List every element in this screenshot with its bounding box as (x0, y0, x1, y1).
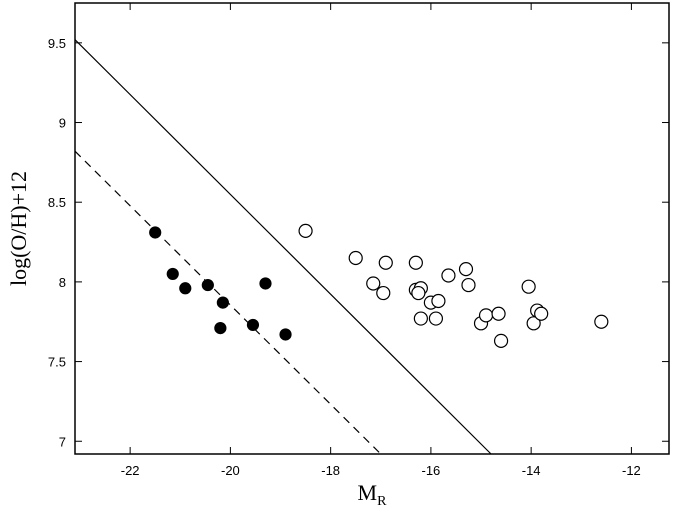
x-tick-label: -16 (422, 463, 441, 478)
filled-data-point (166, 267, 179, 281)
open-data-point (458, 262, 474, 277)
x-tick-label: -12 (622, 463, 641, 478)
solid-reference-line (74, 39, 492, 455)
x-axis-title-main: M (358, 480, 378, 505)
open-data-point (431, 293, 446, 309)
open-data-point (461, 277, 476, 293)
y-tick-label: 8.5 (48, 195, 66, 210)
x-tick-label: -20 (221, 463, 240, 478)
open-data-point (428, 311, 444, 326)
open-data-point (298, 223, 313, 238)
y-tick-label: 7.5 (48, 355, 66, 370)
open-data-point (478, 308, 494, 323)
filled-data-point (201, 278, 214, 292)
open-data-point (411, 285, 426, 301)
plot-frame (74, 2, 670, 455)
open-data-point (441, 268, 456, 283)
y-axis-title: log(O/H)+12 (6, 171, 31, 286)
filled-data-point (214, 322, 227, 335)
open-data-point (534, 306, 549, 321)
y-tick-label: 7 (59, 434, 66, 449)
filled-data-point (279, 328, 292, 341)
open-data-point (366, 276, 381, 291)
open-data-point (376, 285, 391, 301)
x-tick-label: -22 (121, 463, 140, 478)
x-axis-title-subscript: R (377, 494, 387, 509)
filled-data-point (149, 226, 162, 239)
open-data-point (378, 255, 393, 270)
open-data-point (491, 306, 506, 321)
y-tick-label: 8 (59, 275, 66, 290)
open-data-point (348, 250, 363, 266)
filled-data-point (259, 277, 272, 290)
open-data-point (526, 316, 541, 331)
open-data-point (493, 333, 509, 348)
x-tick-label: -18 (321, 463, 340, 478)
data-points (149, 223, 609, 348)
filled-data-point (246, 318, 260, 332)
open-data-point (594, 314, 609, 329)
x-axis-title: MR (358, 480, 388, 509)
y-tick-label: 9.5 (48, 36, 66, 51)
filled-data-point (216, 296, 229, 309)
open-data-point (521, 279, 536, 294)
filled-data-point (179, 282, 192, 295)
y-tick-label: 9 (59, 116, 66, 131)
open-data-point (408, 255, 423, 270)
reference-lines (74, 39, 492, 455)
x-tick-label: -14 (522, 463, 541, 478)
open-data-point (413, 311, 428, 326)
axis-ticks: -22 -20 -18 -16 -14 -12 7 7.5 8 8.5 9 9.5 (48, 3, 669, 478)
